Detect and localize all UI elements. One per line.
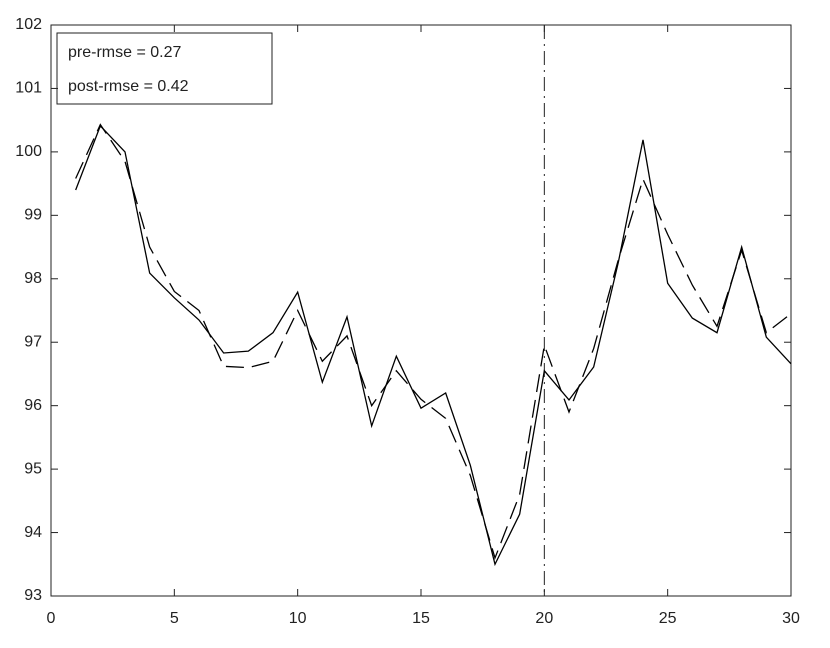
y-tick-label: 100 (15, 143, 42, 160)
y-tick-label: 96 (24, 397, 42, 414)
y-tick-label: 93 (24, 587, 42, 604)
y-tick-label: 102 (15, 16, 42, 33)
x-tick-label: 25 (659, 610, 677, 627)
plot-frame (50, 24, 792, 597)
y-tick-label: 98 (24, 270, 42, 287)
x-tick-label: 30 (782, 610, 800, 627)
x-tick-label: 20 (535, 610, 553, 627)
series-line (75, 124, 792, 567)
x-tick-label: 10 (289, 610, 307, 627)
series-line (75, 123, 792, 560)
annotation: post-rmse = 0.42 (68, 78, 189, 95)
y-tick-label: 95 (24, 460, 42, 477)
y-tick-label: 101 (15, 80, 42, 97)
y-tick-label: 97 (24, 333, 42, 350)
y-tick-label: 94 (24, 524, 42, 541)
annotation-box (56, 32, 273, 105)
x-tick-label: 5 (170, 610, 179, 627)
x-tick-label: 0 (47, 610, 56, 627)
x-tick-label: 15 (412, 610, 430, 627)
y-tick-label: 99 (24, 207, 42, 224)
annotation: pre-rmse = 0.27 (68, 44, 181, 61)
